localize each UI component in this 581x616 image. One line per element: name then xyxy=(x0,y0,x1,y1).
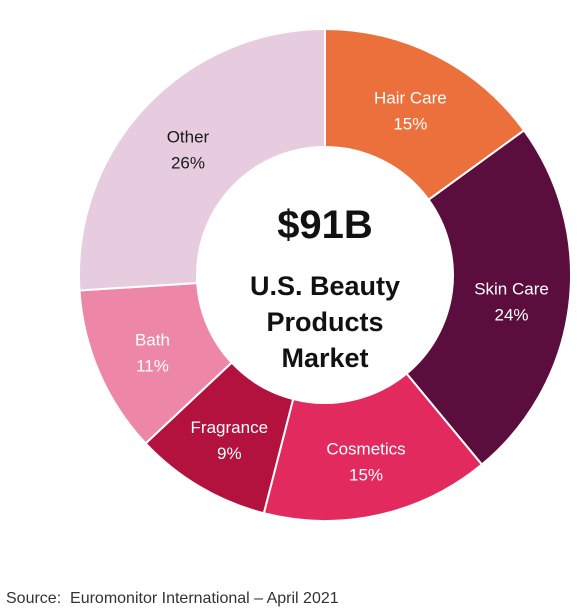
slice-value-bath: 11% xyxy=(136,357,169,376)
slice-name-bath: Bath xyxy=(135,331,170,350)
slice-value-cosmetics: 15% xyxy=(349,465,383,484)
center-label-line-1: U.S. Beauty xyxy=(250,271,400,301)
donut-chart: Hair Care 15% Skin Care 24% Cosmetics 15% Frag… xyxy=(78,27,572,522)
slice-name-fragrance: Fragrance xyxy=(191,418,268,437)
slice-value-skin-care: 24% xyxy=(495,306,529,325)
slice-value-other: 26% xyxy=(171,153,205,172)
slice-name-hair-care: Hair Care xyxy=(374,88,447,107)
donut-hole xyxy=(197,147,453,403)
slice-name-skin-care: Skin Care xyxy=(474,280,549,299)
center-label-line-3: Market xyxy=(281,343,368,373)
slice-value-fragrance: 9% xyxy=(217,444,242,463)
slice-name-cosmetics: Cosmetics xyxy=(326,439,405,458)
slice-name-other: Other xyxy=(167,127,210,146)
center-value: $91B xyxy=(277,203,373,247)
source-note: Source: Euromonitor International – Apri… xyxy=(6,590,339,607)
center-label-line-2: Products xyxy=(266,307,383,337)
slice-value-hair-care: 15% xyxy=(393,114,427,133)
